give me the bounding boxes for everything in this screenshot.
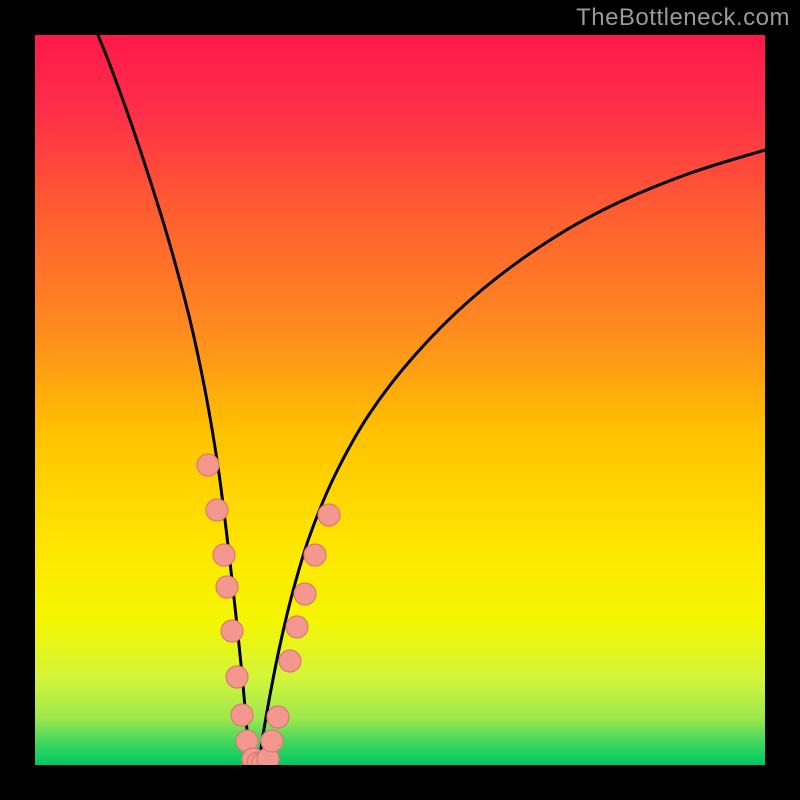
data-marker: [226, 666, 248, 688]
bottleneck-curve: [98, 35, 765, 765]
data-marker: [213, 544, 235, 566]
chart-overlay: [35, 35, 765, 765]
data-marker: [318, 504, 340, 526]
marker-group: [197, 454, 340, 765]
data-marker: [304, 544, 326, 566]
data-marker: [294, 583, 316, 605]
watermark-text: TheBottleneck.com: [576, 4, 790, 32]
data-marker: [286, 616, 308, 638]
data-marker: [267, 706, 289, 728]
data-marker: [231, 704, 253, 726]
data-marker: [261, 730, 283, 752]
data-marker: [221, 620, 243, 642]
data-marker: [279, 650, 301, 672]
data-marker: [206, 499, 228, 521]
data-marker: [197, 454, 219, 476]
data-marker: [216, 576, 238, 598]
plot-area: [35, 35, 765, 765]
